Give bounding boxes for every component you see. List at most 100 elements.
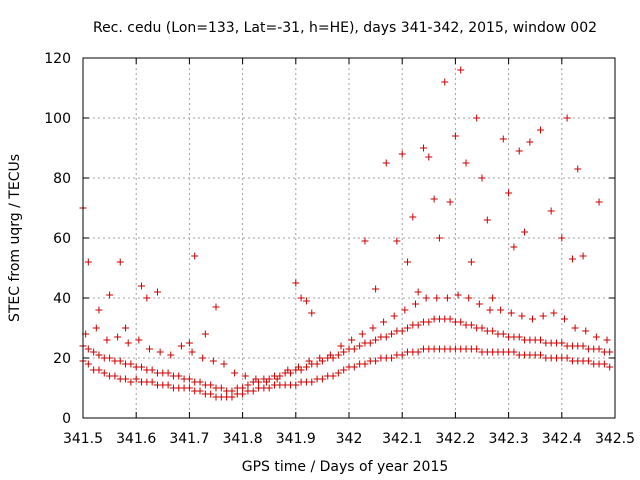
data-point: [446, 198, 454, 206]
data-point: [563, 354, 571, 362]
x-tick-label: 341.7: [169, 431, 209, 447]
data-point: [103, 336, 111, 344]
data-point: [483, 216, 491, 224]
data-point: [462, 159, 470, 167]
data-point: [537, 351, 545, 359]
data-point: [560, 315, 568, 323]
data-point: [550, 309, 558, 317]
data-point: [228, 387, 236, 395]
data-point: [419, 144, 427, 152]
data-point: [220, 360, 228, 368]
data-point: [526, 138, 534, 146]
data-point: [499, 330, 507, 338]
data-point: [122, 324, 130, 332]
data-point: [239, 390, 247, 398]
data-point: [244, 381, 252, 389]
y-axis-title: STEC from uqrg / TECUs: [7, 154, 23, 322]
data-point: [348, 336, 356, 344]
data-point: [510, 348, 518, 356]
data-point: [404, 324, 412, 332]
y-tick-label: 80: [53, 171, 71, 187]
y-tick-label: 100: [44, 111, 71, 127]
data-point: [185, 339, 193, 347]
data-point: [435, 234, 443, 242]
data-point: [318, 375, 326, 383]
data-point: [414, 288, 422, 296]
chart-title: Rec. cedu (Lon=133, Lat=-31, h=HE), days…: [93, 20, 597, 36]
data-point: [361, 360, 369, 368]
data-point: [473, 345, 481, 353]
data-point: [217, 384, 225, 392]
data-point: [433, 294, 441, 302]
data-point: [111, 372, 119, 380]
data-point: [539, 312, 547, 320]
data-point: [441, 78, 449, 86]
data-point: [404, 258, 412, 266]
data-point: [177, 342, 185, 350]
data-point: [84, 360, 92, 368]
data-point: [467, 321, 475, 329]
data-point: [207, 390, 215, 398]
data-point: [579, 342, 587, 350]
y-tick-label: 120: [44, 51, 71, 67]
data-point: [518, 312, 526, 320]
data-point: [106, 291, 114, 299]
data-point: [558, 339, 566, 347]
data-point: [350, 363, 358, 371]
data-point: [521, 228, 529, 236]
data-point: [297, 294, 305, 302]
data-point: [148, 366, 156, 374]
data-point: [600, 360, 608, 368]
data-point: [510, 243, 518, 251]
data-point: [372, 336, 380, 344]
data-point: [457, 66, 465, 74]
y-tick-label: 40: [53, 291, 71, 307]
data-point: [212, 303, 220, 311]
data-point: [84, 345, 92, 353]
data-point: [284, 366, 292, 374]
data-point: [366, 339, 374, 347]
data-point: [334, 369, 342, 377]
data-point: [95, 306, 103, 314]
data-point: [478, 324, 486, 332]
data-point: [209, 357, 217, 365]
data-point: [454, 291, 462, 299]
data-point: [382, 159, 390, 167]
data-point: [135, 336, 143, 344]
data-point: [473, 114, 481, 122]
data-point: [489, 294, 497, 302]
x-tick-label: 342.2: [435, 431, 475, 447]
data-point: [188, 348, 196, 356]
data-point: [579, 252, 587, 260]
data-point: [507, 309, 515, 317]
data-point: [138, 282, 146, 290]
data-point: [446, 315, 454, 323]
data-point: [515, 333, 523, 341]
data-point: [116, 258, 124, 266]
data-point: [185, 384, 193, 392]
data-point: [196, 387, 204, 395]
x-axis-title: GPS time / Days of year 2015: [242, 459, 449, 475]
data-point: [529, 315, 537, 323]
data-point: [122, 375, 130, 383]
data-point: [156, 348, 164, 356]
data-point: [380, 318, 388, 326]
data-point: [595, 198, 603, 206]
data-point: [478, 174, 486, 182]
data-point: [337, 342, 345, 350]
x-tick-labels: 341.5 341.6 341.7 341.8 341.9 342 342.1 342.2 34…: [63, 431, 635, 447]
data-point: [422, 294, 430, 302]
data-point: [329, 372, 337, 380]
y-tick-labels: 0 20 40 60 80 100 120: [44, 51, 71, 427]
data-point: [425, 153, 433, 161]
data-point: [443, 294, 451, 302]
data-point: [294, 363, 302, 371]
data-point: [414, 321, 422, 329]
data-point: [388, 354, 396, 362]
data-point: [398, 150, 406, 158]
data-point: [606, 363, 614, 371]
data-point: [486, 306, 494, 314]
data-point: [582, 327, 590, 335]
data-point: [393, 237, 401, 245]
data-point: [199, 354, 207, 362]
